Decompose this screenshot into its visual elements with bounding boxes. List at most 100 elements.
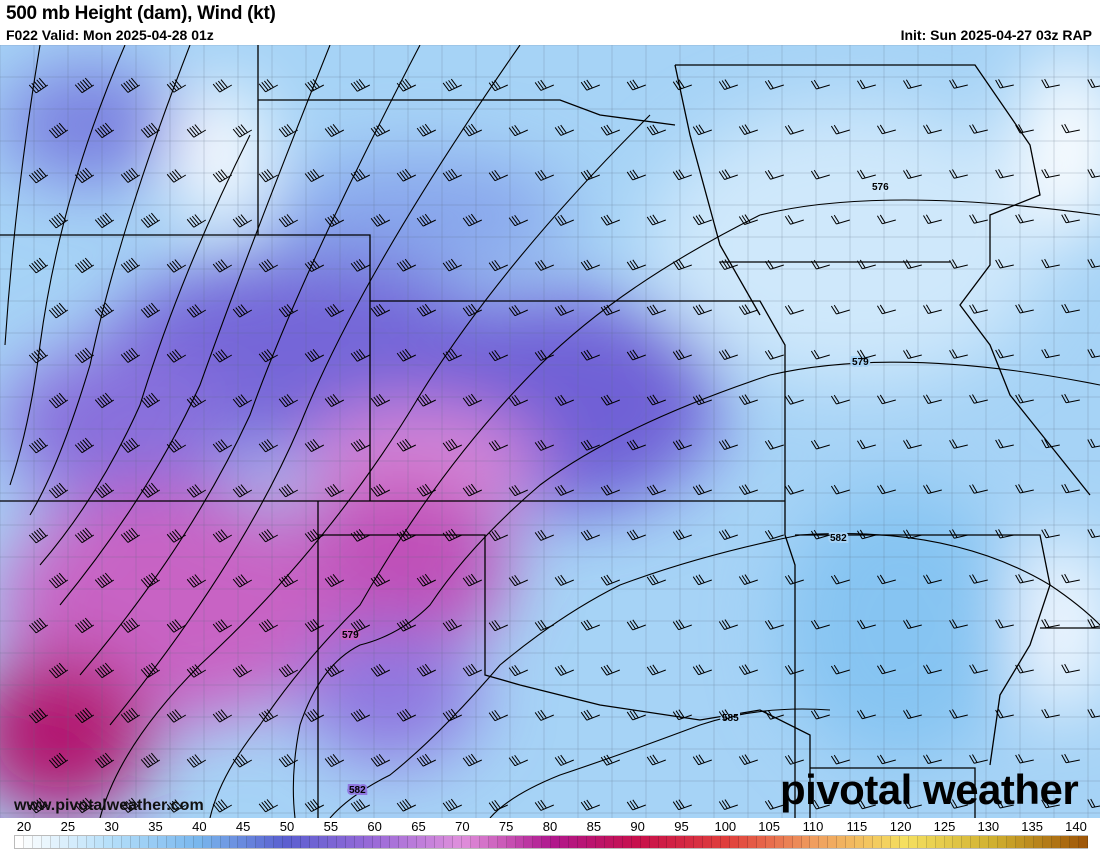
wind-barb (232, 304, 253, 318)
colorbar-cell (846, 836, 856, 848)
watermark-url: www.pivotalweather.com (14, 797, 204, 814)
wind-barb (810, 349, 830, 360)
colorbar-cell (864, 836, 873, 848)
wind-barb (764, 800, 784, 810)
wind-barb (764, 620, 784, 630)
wind-barb (738, 214, 758, 225)
wind-barb (94, 122, 115, 139)
wind-barb (600, 214, 620, 226)
wind-barb (580, 439, 600, 451)
wind-barb (1061, 753, 1080, 764)
wind-barb (278, 484, 299, 498)
wind-barb (232, 754, 253, 768)
wind-barb (166, 259, 187, 273)
wind-barb (258, 79, 279, 93)
wind-barb (140, 122, 161, 138)
wind-barb (856, 799, 876, 810)
wind-barb (350, 708, 371, 722)
colorbar-cell (68, 836, 78, 848)
wind-barb (350, 168, 371, 182)
wind-barb (856, 529, 876, 540)
wind-barb (626, 169, 646, 181)
wind-barb (600, 124, 620, 136)
wind-barb (28, 617, 49, 634)
wind-barb (370, 393, 391, 407)
colorbar-cell (104, 836, 114, 848)
wind-barb (324, 754, 345, 768)
wind-barb (600, 304, 620, 316)
wind-barb (969, 214, 988, 224)
colorbar-cell (810, 836, 820, 848)
wind-barb (48, 662, 69, 679)
wind-barb (718, 349, 738, 360)
wind-barb (995, 349, 1014, 359)
wind-barb (903, 439, 922, 449)
wind-barb (508, 574, 528, 587)
wind-barb (718, 529, 738, 540)
colorbar-tick: 125 (933, 819, 956, 834)
wind-barb (48, 572, 69, 589)
wind-barb (692, 664, 712, 676)
wind-barb (1041, 258, 1060, 269)
wind-barb (212, 619, 233, 633)
wind-barb (1061, 663, 1080, 674)
wind-barb (350, 798, 371, 812)
wind-barb (1061, 393, 1080, 404)
wind-barb (969, 664, 988, 674)
colorbar-cell (444, 836, 453, 848)
colorbar-ticks: 20 25 30 35 40 45 50 55 60 65 70 75 80 85 90 95 100 105 11… (0, 818, 1100, 834)
wind-barb (646, 394, 666, 406)
wind-barb (488, 169, 508, 182)
wind-barb (1041, 708, 1060, 719)
wind-barb (28, 77, 49, 94)
wind-barb (258, 349, 279, 363)
colorbar-cell (1007, 836, 1016, 848)
colorbar-cell (837, 836, 847, 848)
wind-barb (995, 79, 1014, 89)
wind-barb (949, 79, 968, 89)
wind-barb (764, 80, 784, 90)
init-time: Init: Sun 2025-04-27 03z RAP (900, 27, 1092, 43)
wind-barb (462, 393, 482, 407)
colorbar-cell (989, 836, 999, 848)
colorbar-cell (283, 836, 293, 848)
wind-barb (554, 214, 574, 226)
wind-barb (94, 482, 115, 499)
colorbar-tick: 80 (542, 819, 558, 834)
colorbar-cell (721, 836, 730, 848)
colorbar-cell (506, 836, 516, 848)
wind-barb (923, 304, 942, 314)
wind-barb (923, 664, 942, 674)
wind-barb (508, 124, 528, 137)
colorbar-cell (211, 836, 221, 848)
wind-barb (324, 484, 345, 498)
wind-barb (810, 529, 830, 540)
wind-barb (304, 79, 325, 93)
wind-barb (350, 348, 371, 362)
colorbar-cell (1051, 836, 1061, 848)
wind-barb (48, 122, 69, 139)
wind-barb (232, 484, 253, 498)
colorbar-cell (515, 836, 525, 848)
wind-barb (1015, 664, 1034, 674)
wind-barb (672, 349, 692, 361)
colorbar-cell (962, 836, 972, 848)
wind-barb (120, 707, 141, 723)
wind-barb (258, 709, 279, 723)
wind-barb (903, 79, 922, 89)
wind-barb (856, 349, 876, 360)
colorbar-cell (694, 836, 704, 848)
wind-barb (1041, 798, 1060, 809)
county-borders (0, 45, 1100, 818)
colorbar-cell (881, 836, 891, 848)
wind-barb (1015, 124, 1034, 134)
wind-barb (74, 167, 95, 184)
wind-barb (969, 754, 988, 764)
colorbar-cell (738, 836, 748, 848)
wind-barb (462, 213, 482, 227)
wind-barb (784, 755, 804, 765)
wind-barb (672, 529, 692, 541)
wind-barb (534, 799, 554, 811)
wind-barb (508, 214, 528, 227)
wind-barb (370, 123, 391, 137)
